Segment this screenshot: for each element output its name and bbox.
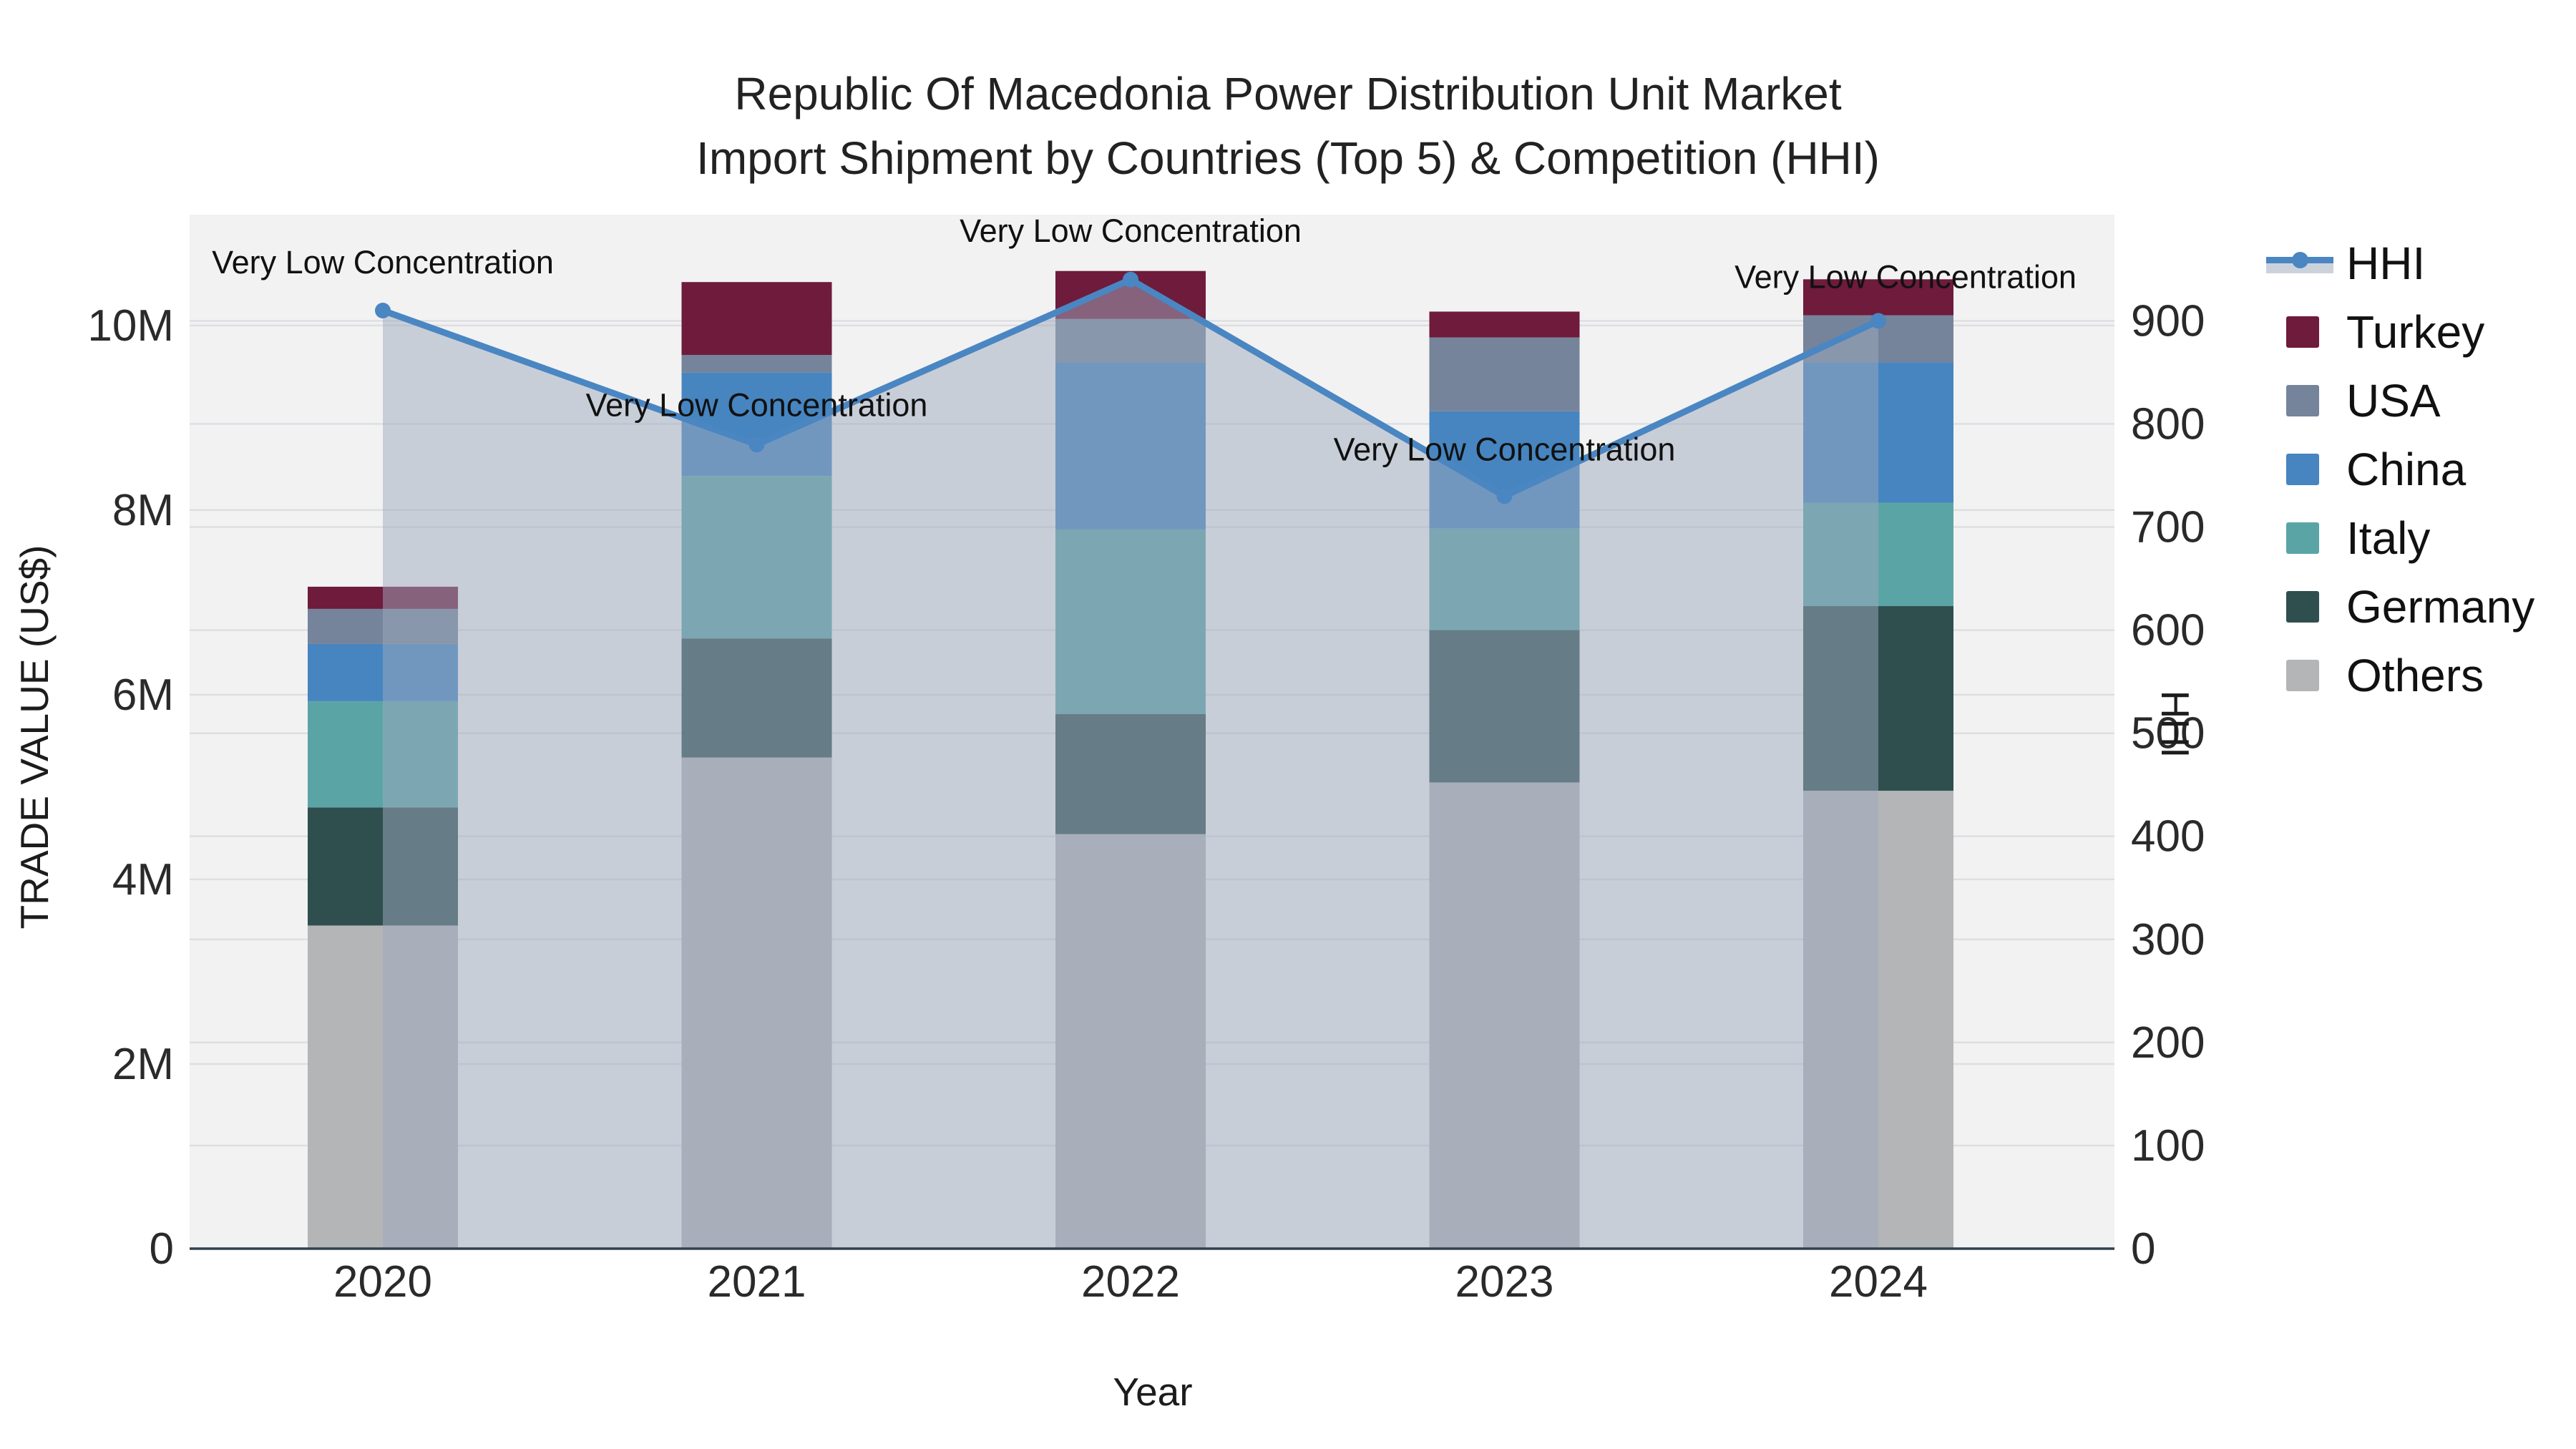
bar-segment-2021-usa bbox=[681, 355, 832, 373]
legend-item-italy[interactable]: Italy bbox=[2266, 512, 2534, 564]
annotation-2020: Very Low Concentration bbox=[212, 244, 554, 280]
hhi-marker-2020 bbox=[375, 302, 391, 318]
hhi-area-fill bbox=[383, 279, 1878, 1249]
turkey-swatch-icon bbox=[2266, 313, 2335, 351]
y-left-tick-4M: 4M bbox=[112, 855, 174, 904]
others-swatch-icon bbox=[2266, 657, 2335, 694]
y-right-tick-500: 500 bbox=[2131, 709, 2205, 758]
bar-segment-2021-turkey bbox=[681, 282, 832, 356]
y-right-tick-200: 200 bbox=[2131, 1018, 2205, 1068]
legend-item-china[interactable]: China bbox=[2266, 444, 2534, 495]
x-tick-2020: 2020 bbox=[333, 1257, 432, 1307]
bar-segment-2024-turkey bbox=[1803, 279, 1953, 316]
x-tick-2023: 2023 bbox=[1455, 1257, 1554, 1307]
x-tick-2024: 2024 bbox=[1829, 1257, 1928, 1307]
legend-label: Germany bbox=[2346, 581, 2535, 633]
legend-item-germany[interactable]: Germany bbox=[2266, 581, 2534, 633]
legend-label: HHI bbox=[2346, 238, 2426, 289]
hhi-marker-2023 bbox=[1496, 488, 1513, 504]
legend-item-hhi[interactable]: HHI bbox=[2266, 238, 2534, 289]
legend-item-turkey[interactable]: Turkey bbox=[2266, 306, 2534, 358]
y-right-tick-900: 900 bbox=[2131, 296, 2205, 346]
x-axis-title: Year bbox=[1113, 1370, 1193, 1414]
legend-label: USA bbox=[2346, 375, 2441, 426]
annotation-2021: Very Low Concentration bbox=[586, 386, 928, 423]
chart-title-line1: Republic Of Macedonia Power Distribution… bbox=[734, 68, 1842, 119]
x-tick-2021: 2021 bbox=[708, 1257, 806, 1307]
bar-segment-2023-usa bbox=[1429, 337, 1580, 411]
y-left-tick-2M: 2M bbox=[112, 1040, 174, 1089]
legend-label: Others bbox=[2346, 650, 2484, 701]
y-right-tick-600: 600 bbox=[2131, 606, 2205, 655]
x-tick-2022: 2022 bbox=[1081, 1257, 1180, 1307]
y-left-tick-0: 0 bbox=[150, 1224, 174, 1274]
italy-swatch-icon bbox=[2266, 519, 2335, 557]
annotation-2023: Very Low Concentration bbox=[1334, 431, 1676, 467]
bar-segment-2023-turkey bbox=[1429, 311, 1580, 338]
legend-item-usa[interactable]: USA bbox=[2266, 375, 2534, 426]
chart-title: Republic Of Macedonia Power Distribution… bbox=[0, 62, 2576, 190]
y-right-tick-800: 800 bbox=[2131, 399, 2205, 449]
china-swatch-icon bbox=[2266, 451, 2335, 488]
y-right-tick-400: 400 bbox=[2131, 812, 2205, 862]
chart-title-line2: Import Shipment by Countries (Top 5) & C… bbox=[696, 132, 1880, 184]
y-left-tick-8M: 8M bbox=[112, 486, 174, 535]
legend-item-others[interactable]: Others bbox=[2266, 650, 2534, 701]
y-axis-title-left: TRADE VALUE (US$) bbox=[12, 545, 57, 930]
y-left-tick-6M: 6M bbox=[112, 670, 174, 720]
annotation-2024: Very Low Concentration bbox=[1735, 258, 2077, 295]
legend-label: Turkey bbox=[2346, 306, 2485, 358]
legend-label: China bbox=[2346, 444, 2467, 495]
y-axis-title-right: HHI bbox=[2153, 690, 2197, 758]
y-left-tick-10M: 10M bbox=[87, 301, 174, 351]
y-right-tick-700: 700 bbox=[2131, 503, 2205, 552]
annotation-2022: Very Low Concentration bbox=[960, 213, 1302, 249]
legend: HHI Turkey USA China Italy Germany Others bbox=[2266, 238, 2534, 701]
germany-swatch-icon bbox=[2266, 588, 2335, 625]
legend-label: Italy bbox=[2346, 512, 2431, 564]
hhi-marker-2021 bbox=[748, 436, 765, 453]
hhi-line-legend-icon bbox=[2266, 245, 2335, 282]
hhi-marker-2022 bbox=[1123, 271, 1138, 288]
y-right-tick-0: 0 bbox=[2131, 1224, 2155, 1274]
hhi-marker-2024 bbox=[1870, 313, 1886, 329]
usa-swatch-icon bbox=[2266, 382, 2335, 419]
y-right-tick-100: 100 bbox=[2131, 1121, 2205, 1171]
y-right-tick-300: 300 bbox=[2131, 915, 2205, 965]
